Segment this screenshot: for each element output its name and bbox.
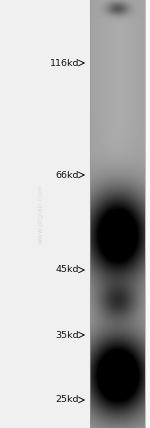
Text: 35kd: 35kd	[55, 330, 79, 339]
Text: 25kd: 25kd	[56, 395, 79, 404]
Text: 116kd: 116kd	[50, 59, 79, 68]
Text: 66kd: 66kd	[56, 170, 79, 179]
Text: www.ptglab.com: www.ptglab.com	[38, 184, 44, 244]
Text: 45kd: 45kd	[56, 265, 79, 274]
